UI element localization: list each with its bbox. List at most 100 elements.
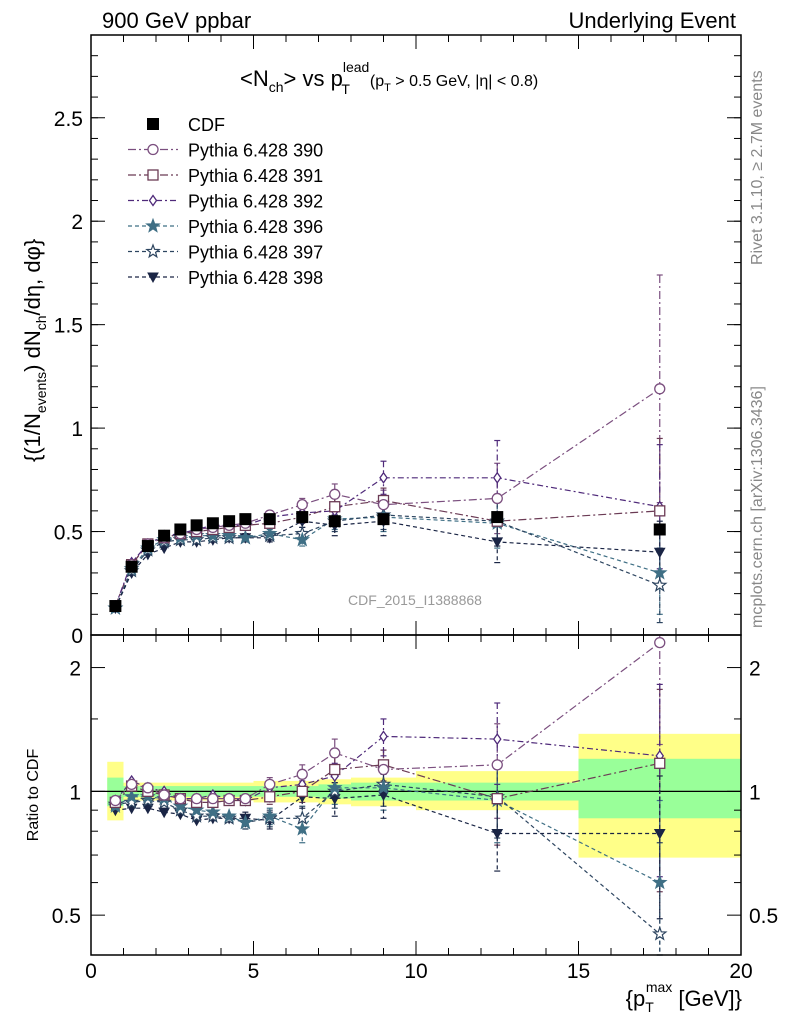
main-ytick-label: 2.5 bbox=[54, 108, 83, 131]
main-point-cdf bbox=[190, 519, 203, 532]
main-ytick-label: 1.5 bbox=[54, 315, 83, 338]
ratio-point-s390 bbox=[207, 792, 219, 805]
main-ylabel: {(1/Nevents) dNch/dη, dφ} bbox=[20, 239, 49, 462]
legend-label-s396: Pythia 6.428 396 bbox=[188, 217, 323, 237]
ratio-uncertainty-bands bbox=[91, 733, 741, 858]
ratio-point-s392 bbox=[379, 730, 388, 743]
legend-label-s391: Pythia 6.428 391 bbox=[188, 166, 323, 186]
ratio-point-s398 bbox=[158, 807, 170, 819]
main-point-s390 bbox=[377, 499, 390, 511]
ratio-point-s396 bbox=[221, 807, 237, 823]
ratio-panel: 0.5 0.51 12 20 5 10 15 20 Ratio to CDF {pTmax [… bbox=[25, 634, 778, 1015]
ratio-ytick-label: 1 bbox=[69, 781, 81, 804]
ratio-point-s396 bbox=[237, 814, 254, 830]
main-point-cdf bbox=[174, 523, 187, 536]
legend-marker-s397 bbox=[145, 243, 161, 259]
legend-marker-s391 bbox=[147, 169, 159, 181]
main-point-s396 bbox=[651, 564, 668, 580]
main-point-s390 bbox=[654, 383, 666, 395]
ratio-line-s390 bbox=[114, 642, 661, 801]
main-error-bars bbox=[242, 274, 663, 624]
rivet-version-label: Rivet 3.1.10, ≥ 2.7M events bbox=[749, 70, 766, 265]
main-point-s392 bbox=[379, 471, 388, 484]
main-point-cdf bbox=[109, 600, 122, 613]
main-point-s396 bbox=[294, 531, 311, 547]
main-point-cdf bbox=[263, 513, 276, 526]
main-point-s391 bbox=[329, 501, 341, 513]
ratio-point-s396 bbox=[261, 807, 278, 823]
ratio-point-s396 bbox=[651, 874, 668, 890]
ratio-point-s397 bbox=[188, 807, 205, 823]
main-ytick-label: 0.5 bbox=[54, 522, 83, 545]
legend-label-s392: Pythia 6.428 392 bbox=[188, 192, 323, 212]
ratio-point-s390 bbox=[377, 763, 390, 776]
ratio-point-s390 bbox=[158, 789, 170, 801]
legend-marker-s392 bbox=[148, 194, 158, 207]
main-point-cdf bbox=[141, 540, 154, 553]
main-point-s396 bbox=[221, 527, 237, 543]
main-point-cdf bbox=[158, 529, 171, 542]
ratio-point-s390 bbox=[296, 768, 308, 780]
ratio-point-s396 bbox=[375, 779, 392, 795]
ratio-markers bbox=[107, 636, 668, 941]
analysis-watermark: CDF_2015_I1388868 bbox=[348, 592, 482, 608]
main-point-cdf bbox=[296, 511, 309, 524]
main-point-cdf bbox=[491, 511, 504, 524]
ratio-xtick-label: 0 bbox=[85, 960, 97, 983]
mcplots-label: mcplots.cern.ch [arXiv:1306.3436] bbox=[749, 386, 766, 628]
ratio-point-s391 bbox=[296, 785, 308, 798]
main-point-s398 bbox=[653, 547, 666, 559]
ratio-line-s397 bbox=[115, 783, 661, 935]
ratio-point-s390 bbox=[190, 792, 203, 805]
ratio-point-s390 bbox=[142, 782, 154, 794]
ratio-point-s391 bbox=[264, 791, 276, 803]
ratio-ytick-label: 0.5 bbox=[52, 905, 81, 928]
main-axis-ticks: 0 0.5 1 1.5 2 2.5 bbox=[54, 35, 742, 648]
main-point-cdf bbox=[653, 523, 666, 536]
ratio-point-s397 bbox=[651, 925, 668, 941]
ratio-point-s390 bbox=[174, 792, 187, 805]
ratio-point-s391 bbox=[329, 763, 341, 776]
ratio-point-s398 bbox=[491, 828, 504, 840]
ratio-point-s396 bbox=[123, 788, 140, 804]
main-point-cdf bbox=[223, 515, 236, 528]
main-line-s396 bbox=[114, 516, 660, 609]
ratio-xtick-label: 5 bbox=[248, 960, 260, 983]
ratio-ytick-label-right: 0.5 bbox=[749, 905, 778, 928]
ratio-point-s396 bbox=[294, 820, 311, 836]
main-ytick-label: 1 bbox=[71, 418, 83, 441]
ratio-point-s391 bbox=[491, 792, 503, 805]
ratio-axis-ticks: 0.5 0.51 12 20 5 10 15 20 bbox=[52, 635, 778, 983]
main-point-s390 bbox=[296, 499, 308, 511]
ratio-point-s390 bbox=[329, 747, 341, 759]
main-point-s398 bbox=[491, 537, 504, 548]
main-point-s396 bbox=[237, 529, 254, 545]
legend-marker-s390 bbox=[147, 143, 159, 156]
ratio-point-s390 bbox=[125, 778, 138, 791]
ratio-ytick-label-right: 2 bbox=[749, 658, 761, 681]
legend: CDF Pythia 6.428 390 Pythia 6.428 391 Pythi… bbox=[128, 115, 323, 288]
ratio-point-s398 bbox=[653, 828, 666, 840]
ratio-xtick-label: 10 bbox=[404, 960, 427, 983]
ratio-xtick-label: 20 bbox=[729, 960, 752, 983]
main-point-cdf bbox=[206, 517, 219, 530]
ratio-frame bbox=[90, 634, 742, 956]
ratio-ytick-label: 2 bbox=[69, 658, 81, 681]
main-markers bbox=[107, 383, 668, 615]
legend-label-s398: Pythia 6.428 398 bbox=[188, 268, 323, 288]
legend-marker-cdf bbox=[147, 118, 159, 130]
ratio-point-s398 bbox=[142, 803, 154, 815]
main-point-cdf bbox=[377, 513, 390, 526]
main-ytick-label: 0 bbox=[71, 625, 83, 648]
ratio-point-s397 bbox=[123, 794, 140, 810]
legend-label-s397: Pythia 6.428 397 bbox=[188, 243, 323, 263]
main-point-cdf bbox=[239, 513, 252, 526]
main-point-s397 bbox=[651, 576, 668, 593]
main-point-cdf bbox=[125, 560, 138, 573]
main-point-s397 bbox=[188, 531, 205, 547]
ratio-point-s396 bbox=[326, 779, 343, 795]
main-point-s390 bbox=[491, 492, 503, 505]
ratio-line-s391 bbox=[114, 762, 660, 804]
ratio-ytick-label-right: 1 bbox=[749, 781, 761, 804]
